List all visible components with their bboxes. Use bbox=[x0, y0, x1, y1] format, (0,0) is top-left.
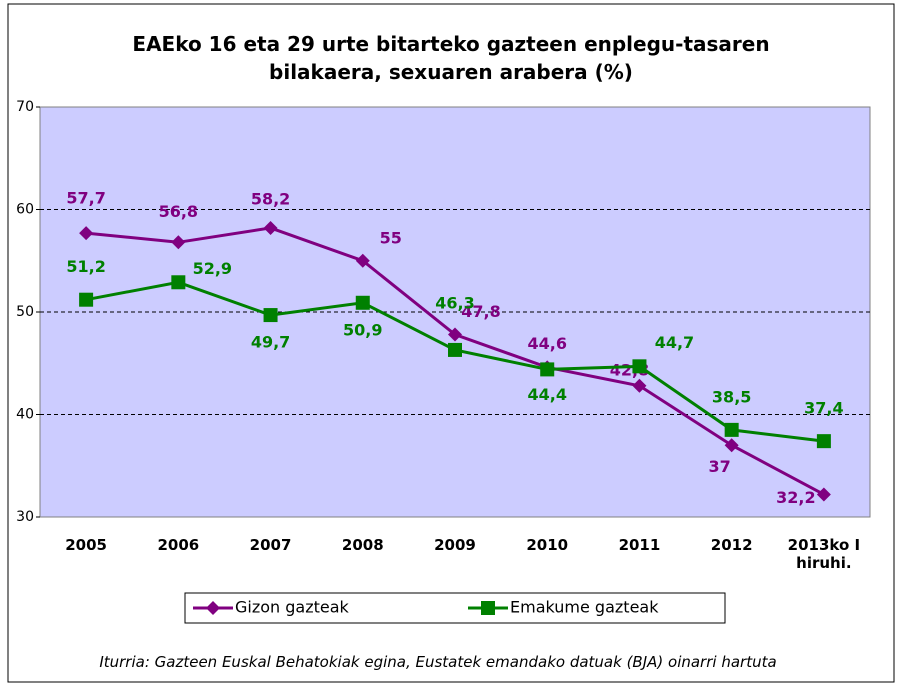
point-marker bbox=[79, 226, 94, 241]
point-marker bbox=[724, 422, 739, 437]
frame bbox=[7, 3, 895, 683]
data-label: 44,4 bbox=[527, 385, 566, 404]
legend-box bbox=[184, 592, 726, 624]
y-tick-label: 70 bbox=[16, 99, 34, 115]
legend-label: Gizon gazteak bbox=[235, 598, 350, 617]
x-tick-label: 2013ko I hiruhi. bbox=[787, 536, 861, 572]
y-tick-label: 50 bbox=[16, 304, 34, 320]
point-marker bbox=[632, 378, 647, 393]
data-label: 37 bbox=[709, 457, 731, 476]
point-marker bbox=[79, 292, 94, 307]
point-marker bbox=[448, 342, 462, 357]
point-marker bbox=[816, 487, 831, 502]
x-tick-label: 2007 bbox=[249, 536, 292, 554]
data-label: 38,5 bbox=[712, 387, 751, 406]
legend-marker bbox=[481, 601, 495, 615]
data-label: 51,2 bbox=[66, 257, 105, 276]
x-tick-label: 2006 bbox=[157, 536, 200, 554]
x-tick-label: 2010 bbox=[526, 536, 569, 554]
x-tick-label: 2008 bbox=[341, 536, 384, 554]
data-label: 32,2 bbox=[776, 488, 815, 507]
point-marker bbox=[171, 235, 186, 250]
legend-marker bbox=[206, 601, 220, 615]
point-marker bbox=[540, 362, 555, 377]
point-marker bbox=[632, 359, 647, 374]
point-marker bbox=[724, 438, 739, 453]
y-tick-label: 60 bbox=[16, 202, 34, 218]
data-label: 44,7 bbox=[655, 333, 694, 352]
point-marker bbox=[355, 295, 370, 310]
data-label: 56,8 bbox=[159, 202, 198, 221]
legend-label: Emakume gazteak bbox=[510, 598, 659, 617]
point-marker bbox=[816, 434, 831, 449]
data-label: 55 bbox=[380, 228, 402, 247]
data-label: 52,9 bbox=[193, 259, 232, 278]
point-marker bbox=[448, 327, 462, 342]
data-label: 44,6 bbox=[527, 334, 566, 353]
chart-title: EAEko 16 eta 29 urte bitarteko gazteen e… bbox=[132, 32, 770, 84]
data-label: 47,8 bbox=[461, 302, 500, 321]
x-tick-label: 2005 bbox=[65, 536, 107, 554]
data-label: 50,9 bbox=[343, 320, 382, 339]
data-label: 37,4 bbox=[804, 399, 843, 418]
point-marker bbox=[355, 253, 370, 268]
source-note: Iturria: Gazteen Euskal Behatokiak egina… bbox=[99, 653, 777, 671]
data-label: 58,2 bbox=[251, 189, 290, 208]
data-label: 46,3 bbox=[435, 293, 474, 312]
point-marker bbox=[263, 308, 278, 323]
y-tick-label: 40 bbox=[16, 407, 34, 423]
x-tick-label: 2012 bbox=[710, 536, 753, 554]
point-marker bbox=[171, 275, 186, 290]
y-tick-label: 30 bbox=[16, 509, 34, 525]
x-tick-label: 2011 bbox=[618, 536, 661, 554]
data-label: 57,7 bbox=[66, 189, 105, 208]
point-marker bbox=[263, 220, 278, 235]
data-label: 49,7 bbox=[251, 333, 290, 352]
x-tick-label: 2009 bbox=[434, 536, 476, 554]
